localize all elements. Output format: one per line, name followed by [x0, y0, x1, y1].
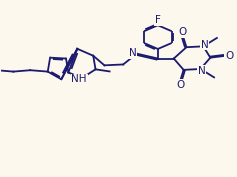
Text: F: F [155, 15, 161, 25]
Text: O: O [179, 27, 187, 37]
Text: O: O [176, 80, 184, 90]
Text: N: N [129, 48, 137, 58]
Text: N: N [198, 66, 205, 76]
Text: O: O [225, 51, 233, 61]
Text: N: N [201, 40, 208, 50]
Text: NH: NH [71, 75, 87, 84]
